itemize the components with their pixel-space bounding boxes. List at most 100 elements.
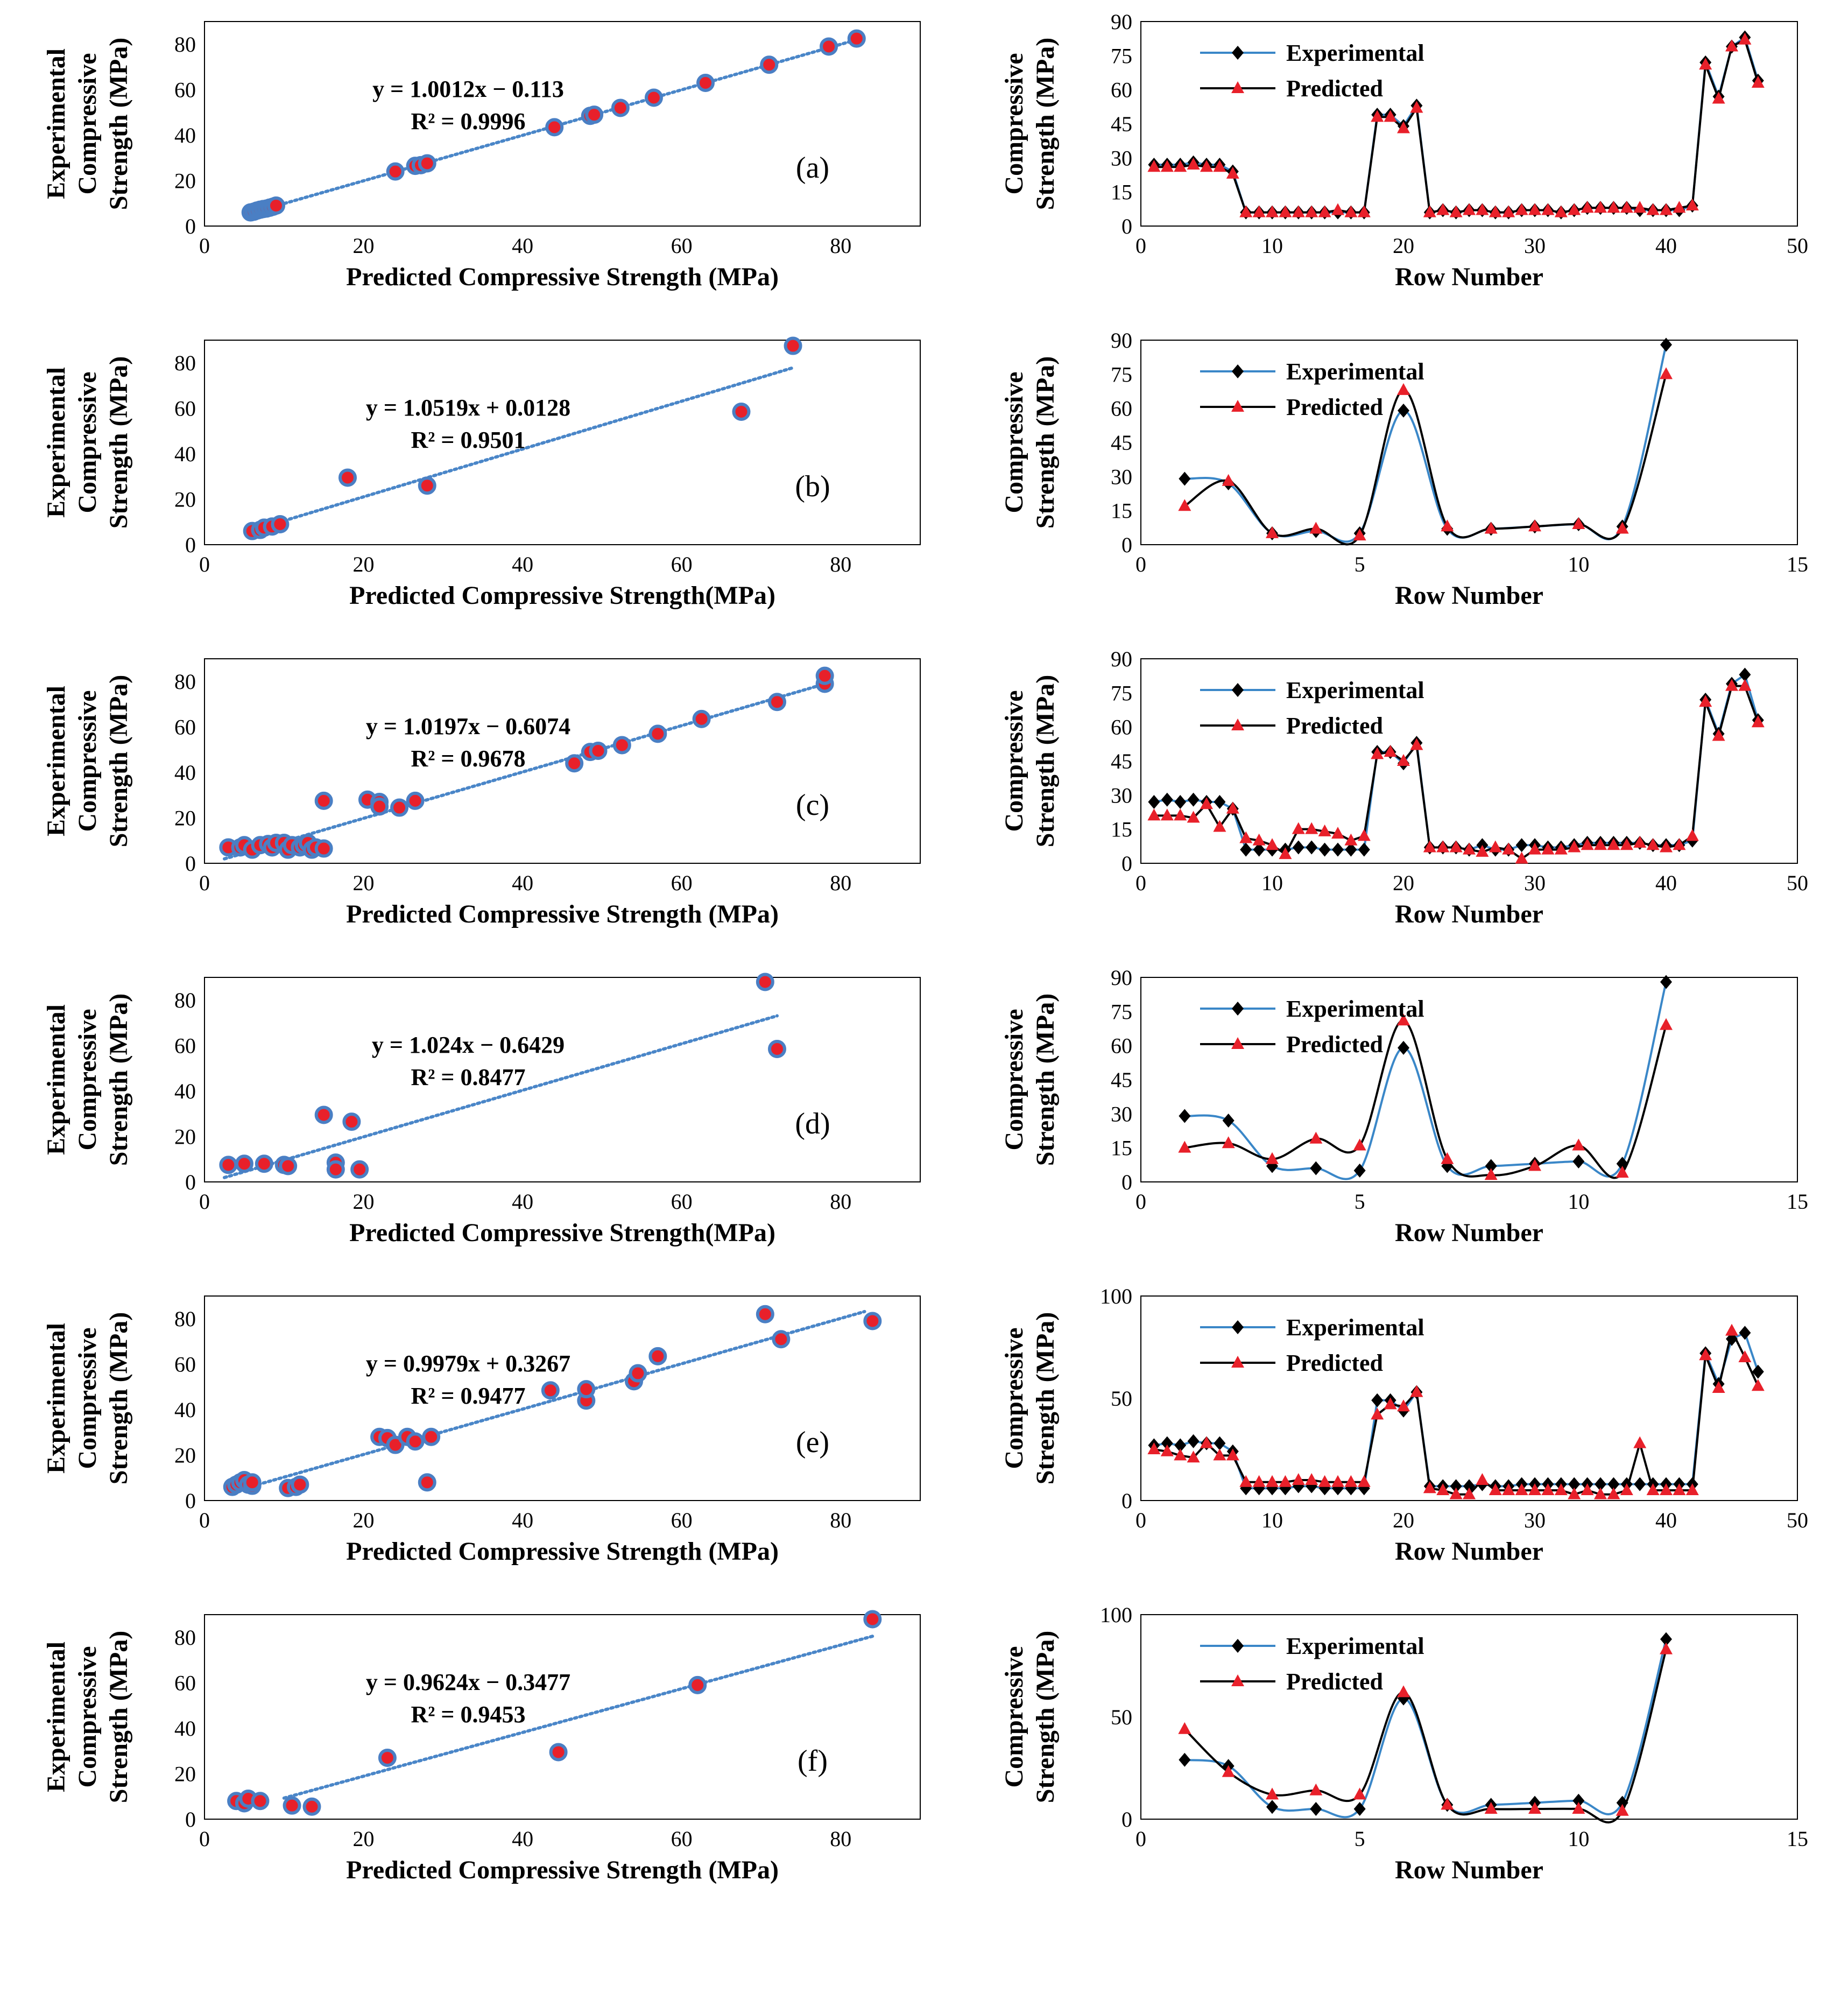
plot-frame: [204, 1295, 921, 1501]
trendline-equation: y = 1.0197x − 0.6074: [366, 713, 570, 740]
predicted-marker: [1660, 1642, 1673, 1654]
x-tick-label: 0: [1135, 1508, 1146, 1532]
predicted-marker: [1239, 831, 1253, 843]
scatter-panel-e: 0 20 40 60 80 0 20 40 60 80 Predicted Compressive …: [42, 1295, 921, 1566]
predicted-marker: [1200, 797, 1213, 809]
plot-frame: [204, 1614, 921, 1820]
y-tick-label: 40: [174, 1716, 196, 1741]
predicted-marker: [1515, 1483, 1528, 1495]
experimental-marker: [1174, 795, 1187, 809]
x-tick-label: 30: [1524, 871, 1546, 895]
y-axis-title: Experimental: [42, 686, 70, 836]
predicted-marker: [1226, 166, 1239, 179]
experimental-marker: [1292, 840, 1304, 855]
x-axis-title: Row Number: [1395, 1537, 1543, 1566]
x-tick-label: 80: [830, 1508, 851, 1532]
y-axis-title: Strength (MPa): [104, 994, 133, 1166]
x-tick-label: 0: [199, 234, 210, 258]
experimental-marker: [1752, 1364, 1764, 1379]
experimental-marker: [1485, 1159, 1497, 1173]
x-tick-label: 50: [1787, 871, 1808, 895]
predicted-marker: [1594, 838, 1607, 850]
y-axis-title: Compressive: [1000, 1009, 1028, 1150]
y-tick-label: 40: [174, 760, 196, 785]
predicted-marker: [1699, 1348, 1712, 1361]
data-point: [267, 196, 285, 215]
predicted-marker: [1239, 1475, 1253, 1487]
y-tick-label: 45: [1111, 112, 1132, 136]
predicted-marker: [1572, 1138, 1585, 1151]
y-tick-label: 75: [1111, 999, 1132, 1024]
data-point: [406, 1432, 425, 1451]
x-tick-label: 80: [830, 1189, 851, 1214]
data-point: [784, 336, 802, 355]
plot-frame: [204, 340, 921, 545]
experimental-marker: [1161, 1436, 1173, 1450]
trendline: [282, 1635, 874, 1800]
x-axis-title: Row Number: [1395, 263, 1543, 291]
y-axis-title: Strength (MPa): [1031, 38, 1060, 210]
predicted-marker: [1371, 747, 1384, 759]
panel-label: (e): [796, 1426, 829, 1459]
legend-predicted-marker: [1231, 400, 1244, 412]
y-axis-title: Experimental: [42, 1004, 70, 1155]
legend-experimental-marker: [1232, 1320, 1244, 1334]
experimental-marker: [1174, 1438, 1187, 1453]
y-axis-title: Compressive: [1000, 690, 1028, 832]
predicted-marker: [1252, 1475, 1266, 1487]
y-tick-label: 90: [1111, 328, 1132, 353]
x-tick-label: 0: [1135, 1189, 1146, 1214]
y-tick-label: 45: [1111, 1068, 1132, 1092]
x-axis-title: Row Number: [1395, 581, 1543, 610]
experimental-marker: [1253, 842, 1265, 857]
predicted-marker: [1410, 101, 1423, 113]
series-line-experimental: [1154, 673, 1759, 851]
predicted-marker: [1463, 1487, 1476, 1499]
y-tick-label: 80: [174, 1307, 196, 1331]
trendline-equation: y = 0.9979x + 0.3267: [366, 1350, 570, 1377]
predicted-marker: [1397, 1399, 1410, 1412]
y-tick-label: 100: [1100, 1284, 1132, 1308]
y-tick-label: 90: [1111, 647, 1132, 671]
data-point: [422, 1427, 441, 1446]
y-tick-label: 60: [1111, 1034, 1132, 1058]
predicted-marker: [1581, 1483, 1594, 1495]
legend-experimental-marker: [1232, 46, 1244, 60]
plot-frame: [1140, 340, 1798, 545]
predicted-marker: [1660, 1483, 1673, 1495]
y-tick-label: 30: [1111, 1102, 1132, 1126]
legend-label: Predicted: [1286, 1031, 1383, 1058]
legend-label: Experimental: [1286, 1314, 1424, 1341]
predicted-marker: [1489, 1483, 1502, 1495]
experimental-marker: [1318, 842, 1331, 857]
data-point: [378, 1749, 397, 1767]
y-tick-label: 60: [174, 715, 196, 740]
predicted-marker: [1725, 679, 1738, 691]
y-tick-label: 15: [1111, 1136, 1132, 1160]
legend-label: Predicted: [1286, 1350, 1383, 1376]
x-axis-title: Predicted Compressive Strength (MPa): [346, 1856, 779, 1884]
y-axis-title: Experimental: [42, 1642, 70, 1792]
x-tick-label: 15: [1787, 1189, 1808, 1214]
experimental-marker: [1660, 975, 1672, 989]
r-squared: R² = 0.9501: [411, 427, 525, 453]
predicted-marker: [1353, 529, 1366, 541]
y-tick-label: 80: [174, 1625, 196, 1650]
trendline-equation: y = 1.0519x + 0.0128: [366, 395, 570, 421]
predicted-marker: [1568, 203, 1581, 215]
experimental-marker: [1187, 792, 1200, 807]
predicted-marker: [1528, 842, 1541, 855]
y-axis-title: Strength (MPa): [104, 1631, 133, 1803]
x-tick-label: 0: [1135, 1827, 1146, 1851]
data-point: [350, 1160, 369, 1179]
data-point: [847, 29, 866, 48]
plot-frame: [1140, 1295, 1798, 1501]
y-tick-label: 45: [1111, 431, 1132, 455]
data-point: [648, 1347, 667, 1365]
predicted-marker: [1554, 842, 1568, 855]
y-axis-title: Experimental: [42, 367, 70, 518]
data-point: [326, 1160, 345, 1179]
legend-experimental-marker: [1232, 683, 1244, 697]
predicted-marker: [1751, 76, 1765, 88]
series-line-predicted: [1184, 1019, 1667, 1179]
